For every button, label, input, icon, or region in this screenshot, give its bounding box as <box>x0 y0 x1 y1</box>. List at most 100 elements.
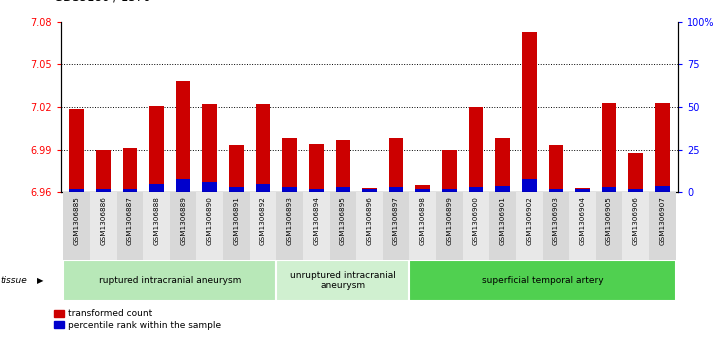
Text: GSM1306885: GSM1306885 <box>74 196 80 245</box>
Bar <box>123 189 137 192</box>
Bar <box>336 187 350 192</box>
Bar <box>516 192 543 260</box>
Bar <box>282 187 297 192</box>
Bar <box>229 146 243 192</box>
Bar <box>196 192 223 260</box>
Text: GSM1306899: GSM1306899 <box>446 196 453 245</box>
Text: superficial temporal artery: superficial temporal artery <box>482 276 603 285</box>
Bar <box>409 192 436 260</box>
Bar <box>623 192 649 260</box>
Text: GSM1306907: GSM1306907 <box>659 196 665 245</box>
Bar <box>362 189 377 192</box>
Bar <box>96 189 111 192</box>
Bar <box>69 109 84 192</box>
Bar <box>496 138 510 192</box>
Text: GSM1306895: GSM1306895 <box>340 196 346 245</box>
Bar <box>548 189 563 192</box>
Bar <box>149 106 164 192</box>
Bar <box>203 182 217 192</box>
Bar <box>276 260 409 301</box>
Bar <box>649 192 675 260</box>
Bar <box>628 152 643 192</box>
Bar <box>64 192 90 260</box>
Bar <box>64 260 276 301</box>
Bar <box>303 192 330 260</box>
Text: GSM1306897: GSM1306897 <box>393 196 399 245</box>
Text: GSM1306893: GSM1306893 <box>286 196 293 245</box>
Bar <box>569 192 595 260</box>
Bar <box>96 150 111 192</box>
Bar <box>203 104 217 192</box>
Bar <box>416 185 430 192</box>
Bar <box>436 192 463 260</box>
Bar <box>389 138 403 192</box>
Text: GSM1306902: GSM1306902 <box>526 196 532 245</box>
Bar <box>282 138 297 192</box>
Bar <box>256 104 271 192</box>
Bar <box>149 184 164 192</box>
Text: GSM1306890: GSM1306890 <box>207 196 213 245</box>
Bar <box>655 185 670 192</box>
Bar <box>442 189 457 192</box>
Text: tissue: tissue <box>1 276 27 285</box>
Bar <box>575 189 590 192</box>
Bar <box>602 187 616 192</box>
Bar <box>543 192 569 260</box>
Bar <box>256 184 271 192</box>
Bar <box>176 81 191 192</box>
Text: GSM1306894: GSM1306894 <box>313 196 319 245</box>
Bar <box>116 192 144 260</box>
Bar <box>496 185 510 192</box>
Text: GSM1306887: GSM1306887 <box>127 196 133 245</box>
Bar <box>655 103 670 192</box>
Bar <box>595 192 623 260</box>
Bar <box>463 192 489 260</box>
Bar <box>442 150 457 192</box>
Bar <box>383 192 409 260</box>
Bar <box>362 188 377 192</box>
Bar <box>229 187 243 192</box>
Bar <box>336 140 350 192</box>
Bar <box>223 192 250 260</box>
Text: GSM1306898: GSM1306898 <box>420 196 426 245</box>
Text: GSM1306903: GSM1306903 <box>553 196 559 245</box>
Bar <box>170 192 196 260</box>
Bar <box>548 146 563 192</box>
Bar <box>468 187 483 192</box>
Text: GSM1306901: GSM1306901 <box>500 196 506 245</box>
Bar <box>123 148 137 192</box>
Bar <box>602 103 616 192</box>
Text: GSM1306886: GSM1306886 <box>100 196 106 245</box>
Text: GSM1306896: GSM1306896 <box>366 196 373 245</box>
Text: ▶: ▶ <box>37 276 44 285</box>
Bar <box>69 189 84 192</box>
Bar <box>409 260 675 301</box>
Bar <box>416 189 430 192</box>
Bar <box>522 32 536 192</box>
Text: unruptured intracranial
aneurysm: unruptured intracranial aneurysm <box>290 271 396 290</box>
Text: GSM1306892: GSM1306892 <box>260 196 266 245</box>
Bar <box>309 189 323 192</box>
Text: GSM1306888: GSM1306888 <box>154 196 159 245</box>
Bar <box>468 107 483 192</box>
Bar <box>330 192 356 260</box>
Bar <box>144 192 170 260</box>
Bar <box>628 189 643 192</box>
Bar <box>489 192 516 260</box>
Bar <box>176 179 191 192</box>
Text: GSM1306891: GSM1306891 <box>233 196 239 245</box>
Text: ruptured intracranial aneurysm: ruptured intracranial aneurysm <box>99 276 241 285</box>
Text: GSM1306906: GSM1306906 <box>633 196 639 245</box>
Text: GSM1306904: GSM1306904 <box>580 196 585 245</box>
Text: GSM1306900: GSM1306900 <box>473 196 479 245</box>
Text: GDS5186 / 1370: GDS5186 / 1370 <box>54 0 150 4</box>
Bar <box>90 192 116 260</box>
Bar <box>389 187 403 192</box>
Legend: transformed count, percentile rank within the sample: transformed count, percentile rank withi… <box>54 309 221 330</box>
Bar <box>276 192 303 260</box>
Bar <box>250 192 276 260</box>
Text: GSM1306905: GSM1306905 <box>606 196 612 245</box>
Bar <box>575 188 590 192</box>
Bar <box>522 179 536 192</box>
Bar <box>309 144 323 192</box>
